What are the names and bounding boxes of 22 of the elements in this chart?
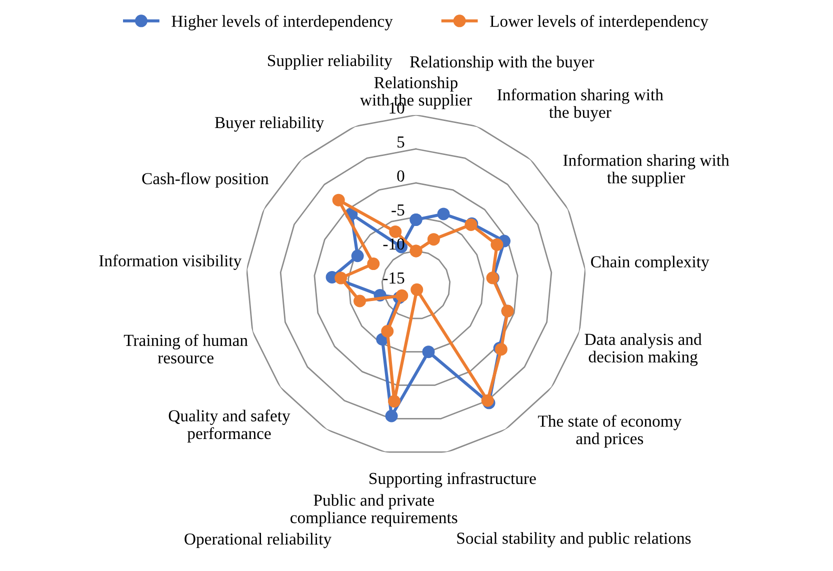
spoke-label: Relationship with the buyer <box>410 56 594 71</box>
spoke-label: Supporting infrastructure <box>370 472 536 488</box>
y-tick-label: -5 <box>392 204 404 216</box>
spoke-label: Supplier reliability <box>268 54 392 70</box>
spoke-label: The state of economy and prices <box>538 414 682 448</box>
spoke-label: Operational reliability <box>184 532 332 548</box>
spoke-label: Social stability and public relations <box>457 532 691 548</box>
spoke-label: Information sharing with the buyer <box>497 88 664 122</box>
spoke-label: Data analysis and decision making <box>584 333 702 366</box>
y-tick-label: 5 <box>398 136 404 148</box>
legend-label: Lower levels of interdependency <box>490 15 708 30</box>
spoke-label: Buyer reliability <box>214 116 324 132</box>
spoke-label: Chain complexity <box>591 256 710 271</box>
y-tick-label: 0 <box>397 170 404 182</box>
spoke-label: Training of human resource <box>124 334 248 364</box>
y-tick-label: -15 <box>383 272 404 284</box>
spoke-label: Information sharing with the supplier <box>563 154 730 187</box>
spoke-label: Cash-flow position <box>142 172 269 188</box>
spoke-label: Public and private compliance requirements <box>290 494 458 527</box>
spoke-label: Quality and safety performance <box>168 410 290 442</box>
spoke-label: Information visibility <box>99 254 242 270</box>
legend-label: Higher levels of interdependency <box>172 15 393 30</box>
